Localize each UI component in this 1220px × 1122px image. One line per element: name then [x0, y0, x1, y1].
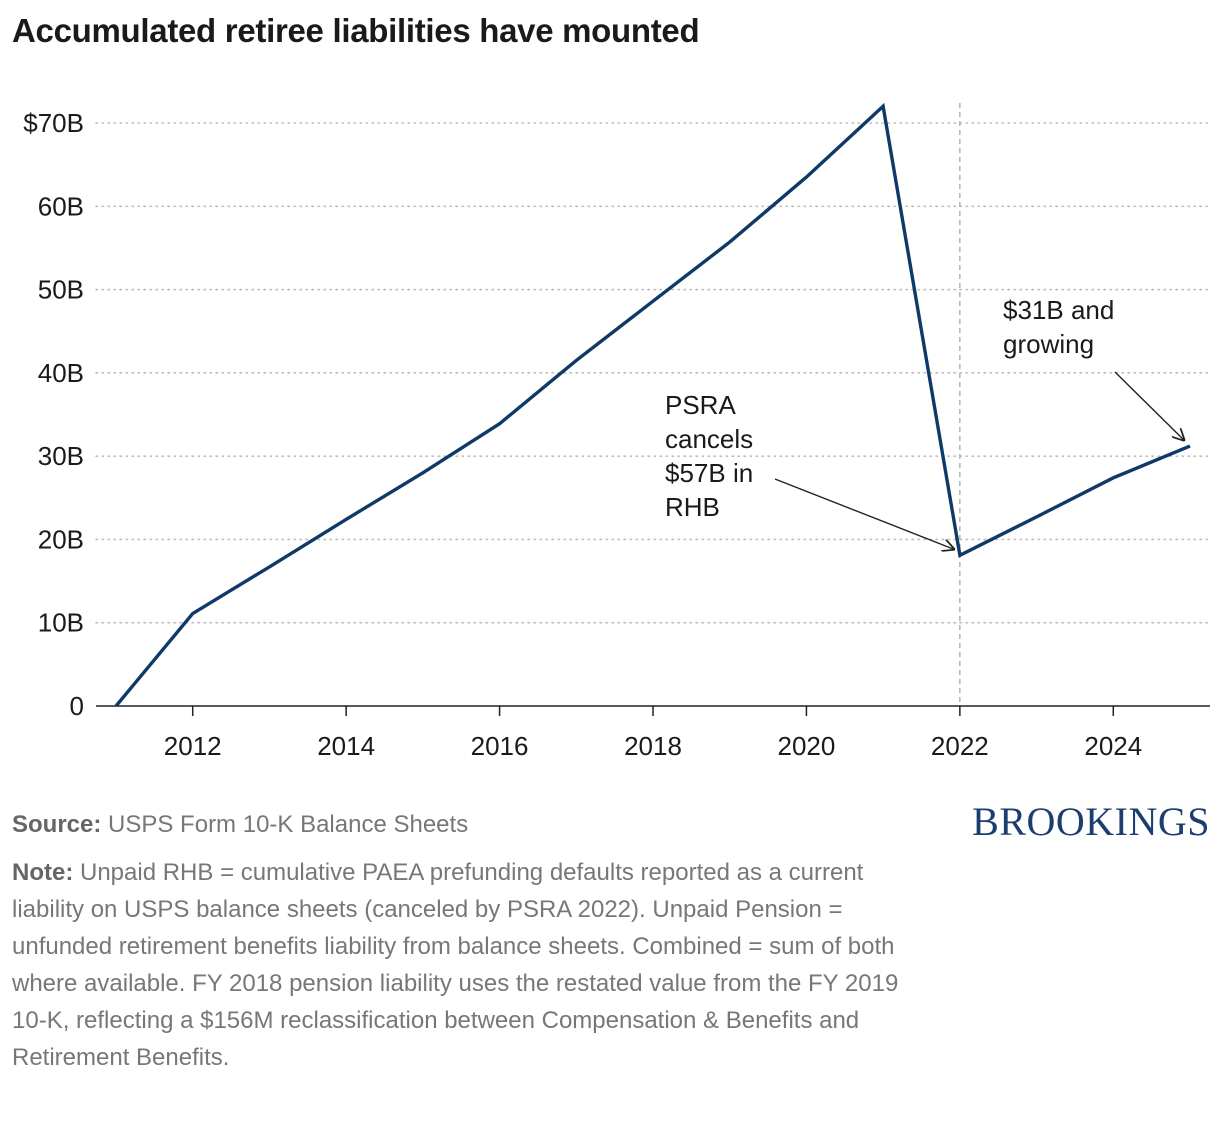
source-label: Source:	[12, 811, 102, 838]
y-tick-label: 20B	[38, 524, 84, 554]
x-tick-label: 2014	[317, 731, 375, 761]
line-chart: 0 10B 20B 30B 40B 50B 60B $70B 2012 2014 2016 2018…	[23, 102, 1211, 761]
y-tick-label: 0	[70, 691, 84, 721]
series-line-0	[114, 102, 1191, 708]
annotations: PSRA cancels $57B in RHB $31B and growing	[665, 295, 1184, 549]
annotation-1-arrow	[1114, 371, 1184, 440]
note-block: Note: Unpaid RHB = cumulative PAEA prefu…	[12, 854, 912, 1076]
y-tick-label: 10B	[38, 608, 84, 638]
x-tick-label: 2020	[778, 731, 836, 761]
y-tick-label: 50B	[38, 275, 84, 305]
source-text: USPS Form 10-K Balance Sheets	[108, 811, 469, 838]
series-layer	[114, 102, 1191, 708]
x-tick-label: 2024	[1084, 731, 1142, 761]
note-label: Note:	[12, 859, 74, 886]
annotation-1-line: $31B and	[1003, 295, 1114, 325]
note-text: Unpaid RHB = cumulative PAEA prefunding …	[12, 859, 899, 1071]
source-line: Source: USPS Form 10-K Balance Sheets	[12, 806, 468, 843]
x-tick-label: 2012	[164, 731, 222, 761]
annotation-0-line: RHB	[665, 492, 720, 522]
annotation-0-line: PSRA	[665, 390, 736, 420]
y-axis: 0 10B 20B 30B 40B 50B 60B $70B	[23, 108, 84, 721]
annotation-0-line: $57B in	[665, 458, 753, 488]
x-tick-label: 2016	[471, 731, 529, 761]
annotation-0-arrow	[774, 478, 954, 549]
y-tick-label: 60B	[38, 191, 84, 221]
annotation-0-line: cancels	[665, 424, 753, 454]
y-tick-label: $70B	[23, 108, 84, 138]
annotation-1-line: growing	[1003, 329, 1094, 359]
x-tick-label: 2018	[624, 731, 682, 761]
grid-lines	[95, 122, 1211, 624]
y-tick-label: 40B	[38, 358, 84, 388]
x-axis: 2012 2014 2016 2018 2020 2022 2024	[96, 705, 1210, 761]
chart-title: Accumulated retiree liabilities have mou…	[12, 12, 700, 49]
brookings-logo: BROOKINGS	[972, 799, 1210, 844]
x-tick-label: 2022	[931, 731, 989, 761]
y-tick-label: 30B	[38, 441, 84, 471]
